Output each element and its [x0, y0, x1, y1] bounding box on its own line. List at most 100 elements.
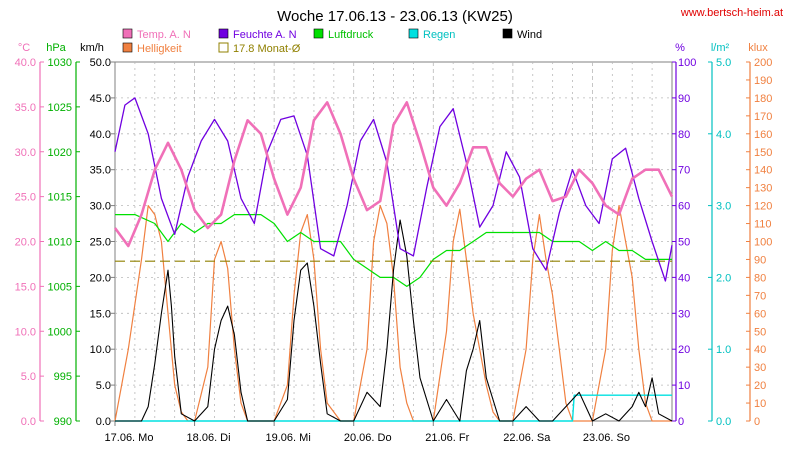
legend-swatch: [502, 28, 513, 39]
klux-tick-label: 50: [754, 326, 766, 338]
temp-tick-label: 0.0: [21, 416, 36, 428]
temp-tick-label: 30.0: [15, 147, 36, 159]
pressure-tick-label: 1000: [48, 326, 72, 338]
klux-tick-label: 190: [754, 75, 772, 87]
chart-title: Woche 17.06.13 - 23.06.13 (KW25): [277, 8, 513, 25]
klux-tick-label: 100: [754, 237, 772, 249]
rain-tick-label: 1.0: [716, 344, 731, 356]
x-tick-label: 18.06. Di: [187, 432, 231, 444]
temp-tick-label: 35.0: [15, 102, 36, 114]
unit-klux: klux: [748, 42, 768, 54]
plot-area: [113, 97, 674, 422]
legend-swatch: [122, 42, 133, 53]
klux-tick-label: 160: [754, 129, 772, 141]
x-tick-label: 17.06. Mo: [105, 432, 154, 444]
legend-label: Temp. A. N: [137, 29, 191, 41]
klux-tick-label: 170: [754, 111, 772, 123]
x-tick-label: 20.06. Do: [344, 432, 392, 444]
humidity-tick-label: 10: [678, 380, 690, 392]
klux-tick-label: 120: [754, 201, 772, 213]
klux-tick-label: 0: [754, 416, 760, 428]
temp-tick-label: 10.0: [15, 326, 36, 338]
klux-tick-label: 10: [754, 398, 766, 410]
x-tick-label: 21.06. Fr: [425, 432, 469, 444]
klux-tick-label: 60: [754, 308, 766, 320]
legend-label: Regen: [423, 29, 455, 41]
wind-tick-label: 10.0: [90, 344, 111, 356]
wind-tick-label: 50.0: [90, 57, 111, 69]
klux-tick-label: 40: [754, 344, 766, 356]
series-feuchte-a-n-line: [114, 97, 673, 282]
klux-tick-label: 110: [754, 219, 772, 231]
rain-tick-label: 3.0: [716, 201, 731, 213]
series-luftdruck-line: [115, 214, 672, 287]
rain-tick-label: 0.0: [716, 416, 731, 428]
wind-tick-label: 45.0: [90, 93, 111, 105]
temp-tick-label: 15.0: [15, 281, 36, 293]
klux-tick-label: 130: [754, 183, 772, 195]
pressure-tick-label: 995: [54, 371, 72, 383]
humidity-tick-label: 70: [678, 165, 690, 177]
unit-pct: %: [675, 42, 685, 54]
series-helligkeit-line: [114, 205, 672, 422]
klux-tick-label: 200: [754, 57, 772, 69]
wind-tick-label: 15.0: [90, 308, 111, 320]
klux-tick-label: 140: [754, 165, 772, 177]
pressure-tick-label: 1020: [48, 147, 72, 159]
klux-tick-label: 150: [754, 147, 772, 159]
temp-tick-label: 5.0: [21, 371, 36, 383]
axis-units: °C hPa km/h % l/m² klux: [18, 42, 768, 54]
unit-rain: l/m²: [711, 42, 730, 54]
legend-swatch: [122, 28, 133, 39]
humidity-tick-label: 30: [678, 308, 690, 320]
series-wind-line: [115, 219, 673, 422]
wind-tick-label: 0.0: [96, 416, 111, 428]
klux-tick-label: 180: [754, 93, 772, 105]
wind-tick-label: 20.0: [90, 272, 111, 284]
pressure-tick-label: 990: [54, 416, 72, 428]
klux-tick-label: 90: [754, 254, 766, 266]
klux-tick-label: 80: [754, 272, 766, 284]
legend-label: Feuchte A. N: [233, 29, 297, 41]
x-tick-label: 23.06. So: [583, 432, 630, 444]
temp-tick-label: 20.0: [15, 237, 36, 249]
rain-tick-label: 2.0: [716, 272, 731, 284]
pressure-tick-label: 1010: [48, 237, 72, 249]
klux-tick-label: 30: [754, 362, 766, 374]
temp-tick-label: 40.0: [15, 57, 36, 69]
klux-tick-label: 20: [754, 380, 766, 392]
legend-label: Helligkeit: [137, 43, 182, 55]
legend-label: Luftdruck: [328, 29, 374, 41]
legend-swatch: [218, 42, 229, 53]
humidity-tick-label: 90: [678, 93, 690, 105]
humidity-tick-label: 60: [678, 201, 690, 213]
series-temp-a-n-line: [113, 101, 674, 248]
legend-swatch: [313, 28, 324, 39]
plot-frame: [114, 61, 673, 422]
humidity-tick-label: 100: [678, 57, 696, 69]
pressure-tick-label: 1025: [48, 102, 72, 114]
unit-kmh: km/h: [80, 42, 104, 54]
grid: [115, 62, 672, 421]
legend: Temp. A. N Feuchte A. N Luftdruck Regen Wind…: [122, 28, 542, 55]
pressure-tick-label: 1015: [48, 192, 72, 204]
legend-label: 17.8 Monat-Ø: [233, 43, 301, 55]
temp-tick-label: 25.0: [15, 192, 36, 204]
humidity-tick-label: 50: [678, 237, 690, 249]
rain-tick-label: 4.0: [716, 129, 731, 141]
wind-tick-label: 35.0: [90, 165, 111, 177]
wind-tick-label: 40.0: [90, 129, 111, 141]
legend-swatch: [408, 28, 419, 39]
x-tick-label: 22.06. Sa: [503, 432, 551, 444]
unit-temp: °C: [18, 42, 30, 54]
legend-swatch: [218, 28, 229, 39]
wind-tick-label: 5.0: [96, 380, 111, 392]
wind-tick-label: 25.0: [90, 237, 111, 249]
pressure-tick-label: 1030: [48, 57, 72, 69]
humidity-tick-label: 80: [678, 129, 690, 141]
rain-tick-label: 5.0: [716, 57, 731, 69]
website-label: www.bertsch-heim.at: [680, 7, 783, 19]
unit-hpa: hPa: [46, 42, 66, 54]
klux-tick-label: 70: [754, 290, 766, 302]
